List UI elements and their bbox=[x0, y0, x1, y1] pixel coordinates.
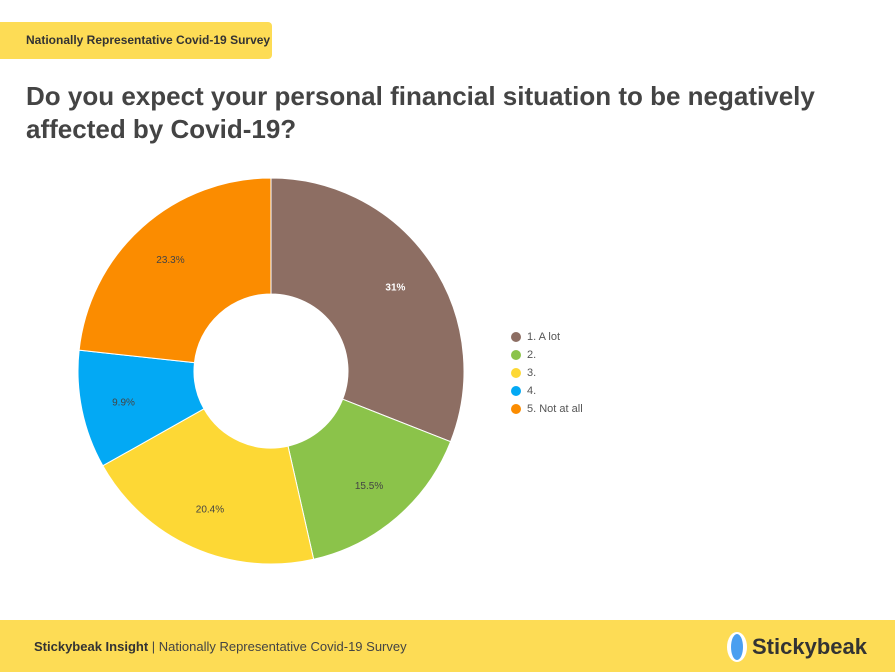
survey-badge: Nationally Representative Covid-19 Surve… bbox=[0, 22, 272, 59]
slice-label-2: 15.5% bbox=[355, 481, 383, 492]
footer-text: Stickybeak Insight | Nationally Represen… bbox=[34, 639, 407, 654]
legend-item: 2. bbox=[511, 346, 583, 364]
slice-label-4: 9.9% bbox=[112, 397, 135, 408]
footer-bar: Stickybeak Insight | Nationally Represen… bbox=[0, 620, 895, 672]
legend-dot-icon bbox=[511, 368, 521, 378]
legend-label: 1. A lot bbox=[527, 331, 561, 343]
legend-dot-icon bbox=[511, 386, 521, 396]
legend-label: 2. bbox=[527, 349, 537, 361]
pie-slice-5 bbox=[78, 177, 272, 364]
logo-text: Stickybeak bbox=[752, 634, 867, 659]
legend-dot-icon bbox=[511, 350, 521, 360]
legend-label: 5. Not at all bbox=[527, 403, 583, 415]
legend-item: 1. A lot bbox=[511, 328, 583, 346]
slice-label-1: 31% bbox=[385, 282, 405, 293]
pie-slice-3 bbox=[102, 408, 315, 565]
chart-title: Do you expect your personal financial si… bbox=[26, 81, 815, 144]
pie-slice-2 bbox=[287, 398, 452, 560]
footer-separator: | bbox=[148, 639, 159, 654]
chart-legend: 1. A lot 2. 3. 4. 5. Not at all bbox=[511, 328, 583, 418]
pie-slice-1 bbox=[270, 177, 465, 443]
bird-icon bbox=[727, 632, 747, 662]
slice-label-3: 20.4% bbox=[196, 505, 224, 516]
legend-label: 4. bbox=[527, 385, 537, 397]
footer-survey: Nationally Representative Covid-19 Surve… bbox=[158, 639, 407, 654]
slice-label-5: 23.3% bbox=[156, 255, 184, 266]
legend-item: 3. bbox=[511, 364, 583, 382]
legend-item: 5. Not at all bbox=[511, 400, 583, 418]
legend-label: 3. bbox=[527, 367, 537, 379]
footer-brand: Stickybeak Insight bbox=[34, 639, 149, 654]
legend-dot-icon bbox=[511, 404, 521, 414]
stickybeak-logo: Stickybeak bbox=[726, 630, 867, 664]
legend-dot-icon bbox=[511, 332, 521, 342]
legend-item: 4. bbox=[511, 382, 583, 400]
